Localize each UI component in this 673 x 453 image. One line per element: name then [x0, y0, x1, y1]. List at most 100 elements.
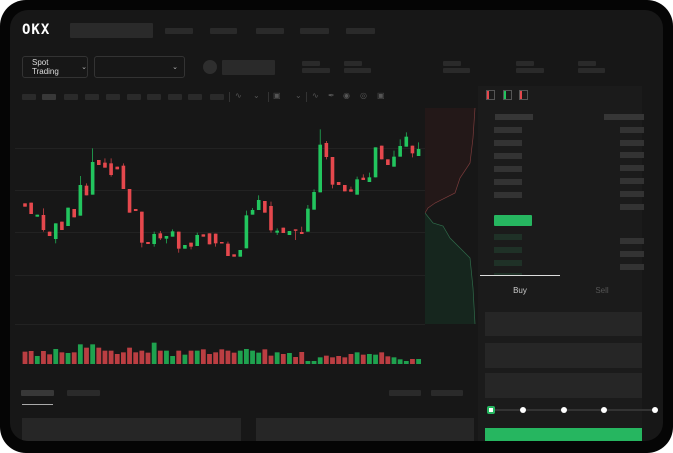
candle [189, 242, 193, 247]
draw-tool-icon[interactable]: ✒ [328, 91, 335, 100]
timeframe-button[interactable] [22, 94, 36, 100]
tab-buy[interactable]: Buy [480, 275, 560, 305]
tab-sell[interactable]: Sell [562, 275, 642, 305]
pair-selector[interactable]: ⌄ [94, 56, 185, 78]
amount-input[interactable] [485, 343, 642, 368]
candle [133, 209, 138, 211]
slider-step[interactable] [601, 407, 607, 413]
search-bar[interactable] [70, 23, 153, 38]
volume-bar [373, 354, 378, 364]
orders-card [22, 418, 241, 441]
candle [293, 229, 298, 231]
bid-row[interactable] [494, 234, 522, 240]
timeframe-button[interactable] [127, 94, 141, 100]
okx-logo[interactable]: OKX [22, 22, 51, 38]
total-input[interactable] [485, 373, 642, 398]
candle-style-icon[interactable]: ▣ [273, 91, 281, 100]
slider-step[interactable] [561, 407, 567, 413]
candle [330, 157, 335, 185]
camera-icon[interactable]: ◉ [343, 91, 350, 100]
filter-button[interactable] [431, 390, 463, 396]
nav-item[interactable] [256, 28, 284, 34]
nav-item[interactable] [210, 28, 237, 34]
volume-bar [34, 356, 40, 364]
volume-bar [164, 350, 169, 364]
slider-step[interactable] [652, 407, 658, 413]
line-tool-icon[interactable]: ∿ [312, 91, 319, 100]
size-cell [620, 178, 644, 184]
nav-item[interactable] [346, 28, 375, 34]
volume-bar [342, 357, 348, 364]
volume-bar [84, 347, 89, 364]
candle [404, 136, 409, 147]
candle [263, 201, 267, 213]
candle [343, 185, 347, 192]
volume-bar [200, 349, 206, 364]
candle [367, 177, 372, 182]
timeframe-button[interactable] [168, 94, 182, 100]
last-price [494, 215, 532, 226]
pair-price [222, 60, 275, 75]
price-input[interactable] [485, 312, 642, 336]
tab-order-history[interactable] [67, 390, 100, 396]
chart-type-icon[interactable]: ⌄ [253, 91, 260, 100]
candle [72, 209, 76, 218]
nav-item[interactable] [165, 28, 193, 34]
candle [176, 231, 181, 249]
candle [152, 234, 156, 244]
depth-chart [425, 108, 476, 324]
volume-bar [127, 347, 132, 364]
indicator-icon[interactable]: ∿ [235, 91, 242, 100]
candle [183, 245, 187, 249]
ask-row[interactable] [494, 140, 522, 146]
volume-bar [194, 350, 200, 364]
divider [306, 92, 307, 102]
tab-open-orders[interactable] [21, 390, 54, 396]
candle [158, 233, 163, 239]
amount-slider[interactable] [487, 406, 658, 414]
ask-row[interactable] [494, 127, 522, 133]
candle [78, 185, 83, 216]
orderbook-bids-icon[interactable] [503, 90, 512, 100]
ask-row[interactable] [494, 166, 522, 172]
nav-item[interactable] [300, 28, 329, 34]
orderbook-asks-icon[interactable] [519, 90, 528, 100]
timeframe-button[interactable] [85, 94, 99, 100]
bid-row[interactable] [494, 260, 522, 266]
market-selector[interactable]: Spot Trading ⌄ [22, 56, 88, 78]
bid-row[interactable] [494, 247, 522, 253]
timeframe-button[interactable] [210, 94, 224, 100]
filter-button[interactable] [389, 390, 421, 396]
candle [213, 233, 218, 244]
candle [416, 149, 421, 156]
orderbook-both-icon[interactable] [486, 90, 495, 100]
volume-bar [108, 350, 114, 364]
timeframe-button[interactable] [106, 94, 120, 100]
timeframe-button[interactable] [64, 94, 78, 100]
volume-bar [47, 354, 52, 364]
slider-step[interactable] [520, 407, 526, 413]
candlestick-chart[interactable] [10, 10, 430, 380]
ask-row[interactable] [494, 179, 522, 185]
candle [53, 223, 58, 239]
size-cell [620, 191, 644, 197]
timeframe-button[interactable] [42, 94, 56, 100]
volume-bar [250, 350, 255, 364]
chevron-down-icon[interactable]: ⌄ [295, 91, 302, 100]
ask-row[interactable] [494, 153, 522, 159]
buy-button[interactable] [485, 428, 642, 441]
candle [318, 144, 322, 193]
timeframe-button[interactable] [188, 94, 202, 100]
volume-bar [102, 350, 108, 364]
timeframe-button[interactable] [147, 94, 161, 100]
volume-bar [274, 352, 280, 364]
volume-bar [59, 352, 65, 364]
ask-row[interactable] [494, 192, 522, 198]
volume-bar [323, 355, 329, 364]
candle [312, 192, 316, 210]
settings-icon[interactable]: ◎ [360, 91, 367, 100]
divider [229, 92, 230, 102]
slider-handle[interactable] [487, 406, 495, 414]
candle [336, 182, 341, 185]
fullscreen-icon[interactable]: ▣ [377, 91, 385, 100]
